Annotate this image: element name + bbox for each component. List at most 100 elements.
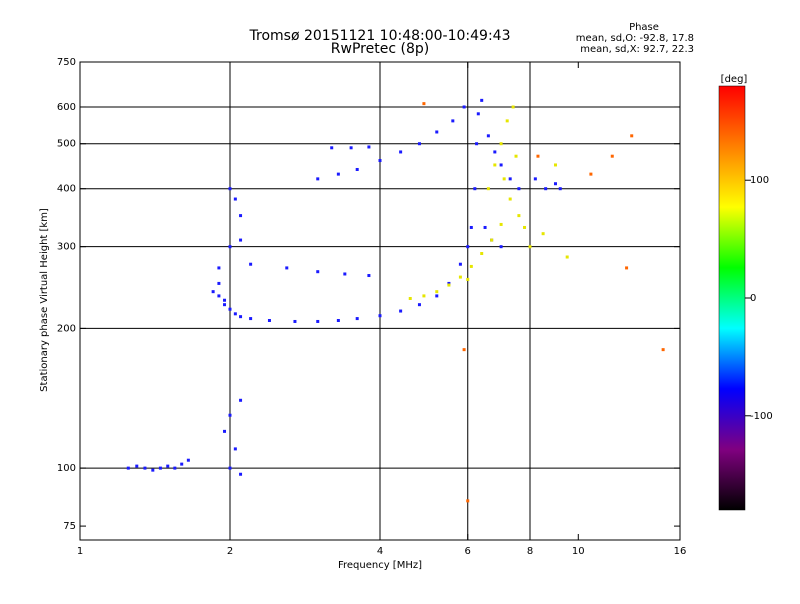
data-point: [533, 177, 537, 181]
data-point: [239, 472, 243, 476]
data-point: [336, 172, 340, 176]
data-point: [378, 314, 382, 318]
data-point: [151, 468, 155, 472]
data-point: [217, 266, 221, 270]
grid-lines: [80, 62, 680, 540]
data-point: [475, 142, 479, 146]
data-point: [630, 134, 634, 138]
data-point: [239, 238, 243, 242]
data-point: [158, 466, 162, 470]
data-point: [553, 163, 557, 167]
colorbar-gradient: [718, 85, 746, 511]
data-point: [486, 187, 490, 191]
data-point: [239, 315, 243, 319]
y-tick-label: 750: [57, 57, 76, 68]
data-point: [502, 177, 506, 181]
data-point: [349, 146, 353, 150]
y-tick-label: 75: [63, 521, 76, 532]
data-point: [508, 197, 512, 201]
data-point: [469, 264, 473, 268]
data-point: [435, 290, 439, 294]
data-point: [458, 262, 462, 266]
x-axis-label: Frequency [MHz]: [338, 560, 422, 571]
data-point: [447, 281, 451, 285]
data-point: [476, 112, 480, 116]
data-point: [435, 130, 439, 134]
data-point: [336, 318, 340, 322]
x-tick-label: 4: [377, 546, 383, 557]
data-point: [143, 466, 147, 470]
data-point: [486, 134, 490, 138]
data-point: [422, 294, 426, 298]
data-point: [466, 277, 470, 281]
data-point: [173, 466, 177, 470]
data-point: [523, 225, 527, 229]
data-point: [466, 499, 470, 503]
data-point: [135, 464, 139, 468]
data-point: [625, 266, 629, 270]
data-point: [544, 187, 548, 191]
data-point: [480, 98, 484, 102]
data-point: [343, 272, 347, 276]
data-point: [565, 255, 569, 259]
data-point: [505, 119, 509, 123]
phase-line-x: mean, sd,X: 92.7, 22.3: [580, 44, 694, 55]
data-point: [661, 348, 665, 352]
data-point: [462, 105, 466, 109]
data-point: [285, 266, 289, 270]
data-point: [233, 447, 237, 451]
data-point: [217, 281, 221, 285]
data-point: [378, 159, 382, 163]
data-point: [399, 309, 403, 313]
data-point: [447, 283, 451, 287]
data-point: [493, 163, 497, 167]
data-point: [499, 222, 503, 226]
data-point: [355, 167, 359, 171]
data-point: [514, 154, 518, 158]
data-point: [483, 225, 487, 229]
data-point: [511, 105, 515, 109]
colorbar-tick-label: -100: [750, 411, 773, 422]
y-tick-label: 500: [57, 139, 76, 150]
y-tick-label: 600: [57, 102, 76, 113]
data-point: [180, 462, 184, 466]
y-tick-label: 400: [57, 184, 76, 195]
x-tick-label: 16: [674, 546, 687, 557]
data-point: [493, 150, 497, 154]
data-point: [228, 245, 232, 249]
data-point: [466, 245, 470, 249]
data-point: [249, 262, 253, 266]
colorbar-tick-label: 100: [750, 175, 769, 186]
data-point: [408, 296, 412, 300]
data-point: [233, 312, 237, 316]
data-point: [490, 238, 494, 242]
title-block: Tromsø 20151121 10:48:00-10:49:43 RwPret…: [249, 28, 511, 57]
data-point: [417, 303, 421, 307]
data-point: [249, 317, 253, 321]
data-point: [316, 319, 320, 323]
phase-header: Phase: [629, 22, 659, 33]
data-point: [293, 319, 297, 323]
data-point: [517, 214, 521, 218]
data-point: [451, 119, 455, 123]
data-point: [417, 142, 421, 146]
data-point: [223, 298, 227, 302]
data-point: [367, 145, 371, 149]
data-point: [589, 172, 593, 176]
data-point: [536, 154, 540, 158]
data-point: [330, 146, 334, 150]
data-point: [469, 225, 473, 229]
data-point: [399, 150, 403, 154]
colorbar-tick-label: 0: [750, 293, 756, 304]
x-tick-label: 1: [77, 546, 83, 557]
data-point: [211, 290, 215, 294]
data-point: [316, 270, 320, 274]
data-point: [186, 458, 190, 462]
chart-title: Tromsø 20151121 10:48:00-10:49:43: [249, 28, 511, 44]
data-point: [458, 275, 462, 279]
data-point: [239, 398, 243, 402]
data-point: [228, 413, 232, 417]
y-tick-label: 200: [57, 323, 76, 334]
x-tick-label: 6: [465, 546, 471, 557]
axis-ticks: 1 2 4 6 8 10 16 75 100 200 300 400 500 600 750: [57, 57, 686, 557]
